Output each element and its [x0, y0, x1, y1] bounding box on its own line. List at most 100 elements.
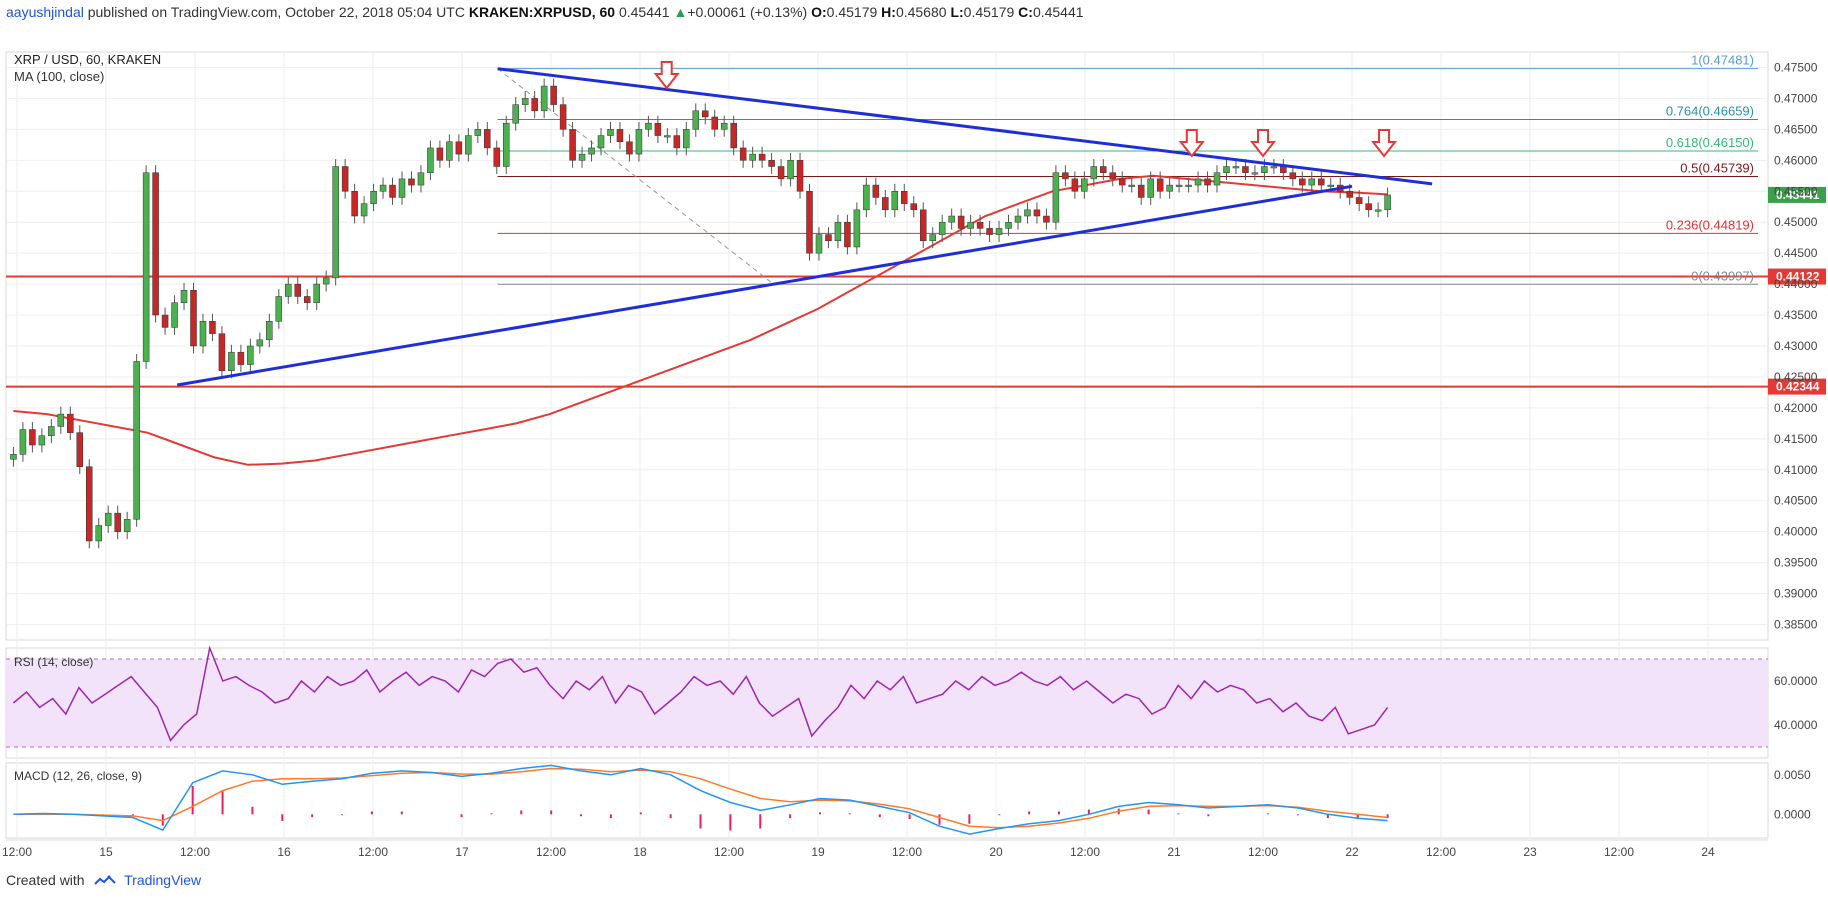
candle-body: [768, 160, 775, 167]
last-price: 0.45441: [618, 4, 670, 20]
price-tick-label: 0.41000: [1774, 463, 1818, 477]
candle-body: [256, 339, 264, 347]
candle-body: [48, 426, 55, 436]
candle-body: [976, 221, 984, 229]
low-label: L:: [950, 4, 964, 20]
candle-body: [1005, 221, 1012, 229]
candle-body: [901, 191, 908, 204]
candle-body: [152, 172, 159, 316]
time-tick-label: 19: [811, 845, 825, 859]
time-tick-label: 18: [633, 845, 647, 859]
symbol-label: KRAKEN:XRPUSD, 60: [468, 4, 616, 20]
candle-body: [1033, 209, 1041, 217]
candle-body: [825, 234, 832, 242]
fib-level-label: 0.236(0.44819): [1666, 217, 1754, 232]
candle-body: [275, 296, 283, 322]
time-tick-label: 20: [989, 845, 1003, 859]
fib-level-label: 0.764(0.46659): [1666, 104, 1754, 119]
price-tick-label: 0.44000: [1774, 277, 1818, 291]
level-badge: [1768, 378, 1826, 395]
low-value: 0.45179: [963, 4, 1015, 20]
rsi-line: [12, 645, 1389, 742]
candle-body: [692, 110, 700, 130]
price-tick-label: 0.47000: [1774, 91, 1818, 105]
candle-body: [351, 191, 358, 217]
candle-body: [57, 413, 65, 427]
candle-body: [664, 135, 671, 138]
candle-body: [1374, 209, 1382, 212]
candle-body: [635, 129, 643, 155]
candle-body: [1147, 178, 1154, 198]
candle-body: [95, 525, 102, 542]
candle-body: [379, 184, 387, 192]
ma100-line: [13, 174, 1388, 466]
candle-body: [502, 122, 510, 167]
price-tick-label: 0.45000: [1774, 215, 1818, 229]
time-tick-label: 12:00: [1604, 845, 1634, 859]
price-tick-label: 0.47500: [1774, 60, 1818, 74]
candle-body: [957, 215, 965, 229]
candle-body: [218, 333, 226, 372]
candle-body: [1137, 184, 1145, 198]
fib-level-label: 0(0.43997): [1691, 268, 1754, 283]
fib-level-label: 1(0.47481): [1691, 53, 1754, 68]
candle-body: [266, 320, 273, 341]
time-tick-label: 12:00: [1426, 845, 1456, 859]
candle-body: [10, 454, 17, 460]
candle-body: [796, 160, 804, 192]
candle-body: [1299, 178, 1306, 186]
candle-body: [1052, 172, 1060, 223]
candle-body: [465, 135, 472, 155]
candle-body: [578, 153, 586, 161]
time-tick-label: 12:00: [714, 845, 744, 859]
price-tick-label: 0.44500: [1774, 246, 1818, 260]
down-arrow-icon: [1249, 129, 1277, 158]
candle-body: [806, 191, 813, 254]
down-arrow-icon: [1370, 129, 1398, 158]
candle-body: [1242, 166, 1249, 173]
candle-body: [171, 302, 178, 328]
candle-body: [1109, 172, 1117, 180]
time-tick-label: 17: [455, 845, 469, 859]
candle-body: [199, 320, 207, 347]
tradingview-logo-icon: [94, 875, 117, 886]
author-link[interactable]: aayushjindal: [6, 4, 84, 20]
time-tick-label: 12:00: [2, 845, 32, 859]
high-label: H:: [881, 4, 896, 20]
candle-body: [730, 122, 737, 149]
candle-body: [1308, 178, 1316, 186]
candle-body: [1128, 184, 1135, 187]
macd-line: [13, 764, 1388, 835]
change-value: +0.00061 (+0.13%): [687, 4, 808, 20]
price-tick-label: 0.46500: [1774, 122, 1818, 136]
tradingview-link[interactable]: TradingView: [124, 872, 202, 888]
candle-body: [1071, 178, 1079, 192]
candle-body: [758, 153, 766, 161]
candle-body: [834, 221, 842, 242]
candle-body: [749, 153, 756, 161]
candle-body: [427, 147, 434, 173]
rsi-tick-label: 60.0000: [1774, 674, 1818, 688]
time-tick-label: 12:00: [1070, 845, 1100, 859]
candle-body: [228, 351, 235, 372]
candle-body: [711, 116, 718, 130]
price-tick-label: 0.39000: [1774, 587, 1818, 601]
price-tick-label: 0.40500: [1774, 494, 1818, 508]
header: aayushjindal published on TradingView.co…: [6, 4, 1084, 20]
time-tick-label: 16: [277, 845, 291, 859]
candle-body: [521, 98, 529, 105]
candle-body: [190, 290, 197, 347]
price-tick-label: 0.43500: [1774, 308, 1818, 322]
candle-body: [455, 141, 463, 155]
candle-body: [853, 209, 861, 248]
candle-body: [142, 172, 150, 362]
price-tick-label: 0.42000: [1774, 401, 1818, 415]
candle-body: [1346, 191, 1353, 198]
rsi-band: [6, 659, 1768, 747]
close-label: C:: [1018, 4, 1033, 20]
publish-info: published on TradingView.com, October 22…: [87, 4, 465, 20]
rsi-tick-label: 40.0000: [1774, 718, 1818, 732]
candle-body: [114, 512, 121, 532]
candle-body: [322, 277, 330, 285]
